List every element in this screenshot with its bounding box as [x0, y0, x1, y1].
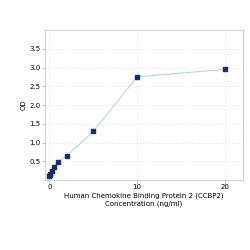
- Point: [135, 75, 139, 79]
- Point: [48, 174, 52, 178]
- Point: [65, 154, 69, 158]
- Point: [223, 67, 227, 71]
- Point: [91, 129, 95, 133]
- Point: [48, 173, 52, 177]
- Point: [56, 160, 60, 164]
- X-axis label: Human Chemokine Binding Protein 2 (CCBP2)
Concentration (ng/ml): Human Chemokine Binding Protein 2 (CCBP2…: [64, 193, 224, 207]
- Point: [52, 165, 56, 169]
- Y-axis label: OD: OD: [21, 100, 27, 110]
- Point: [48, 172, 52, 175]
- Point: [50, 168, 54, 172]
